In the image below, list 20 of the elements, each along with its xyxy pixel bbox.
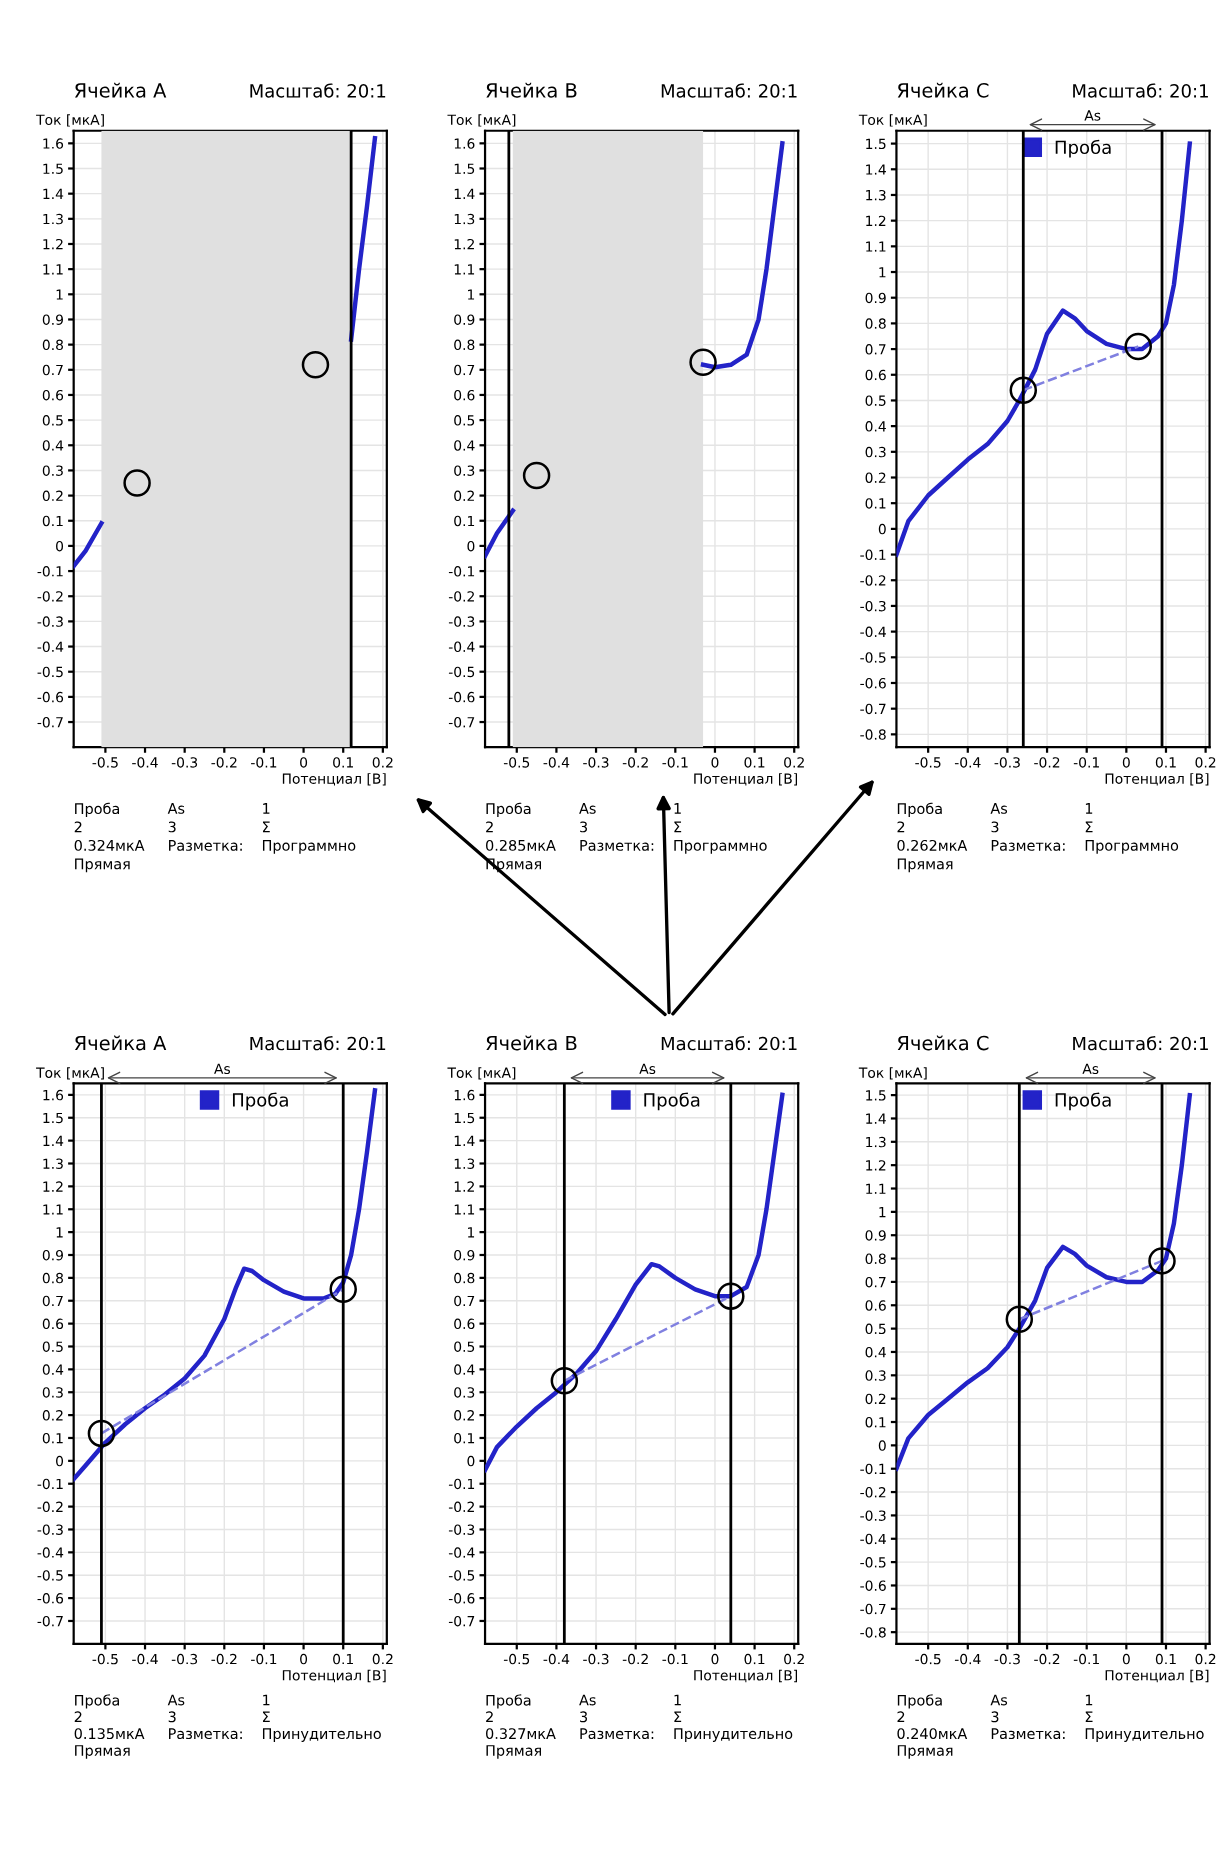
chart-subtitle: Масштаб: 20:1 [661,1036,797,1051]
chart-title: Ячейка A [74,1035,167,1051]
chart-title: Ячейка C [897,1035,989,1051]
legend-label: Проба [1055,139,1111,158]
line-series [896,141,1192,557]
line-series [73,1088,378,1482]
legend-label: Проба [1055,1092,1111,1111]
chart-subtitle: Масштаб: 20:1 [250,1036,386,1051]
chart-title: Ячейка A [74,82,167,98]
chart-subtitle: Масштаб: 20:1 [250,83,386,98]
chart-title: Ячейка B [486,82,577,98]
chart-title: Ячейка B [486,1035,577,1051]
line-series [896,1092,1192,1471]
legend-label: Проба [232,1092,288,1111]
chart-subtitle: Масштаб: 20:1 [1073,83,1208,98]
chart-subtitle: Масштаб: 20:1 [661,83,797,98]
chart-subtitle: Масштаб: 20:1 [1073,1036,1208,1051]
legend-label: Проба [644,1092,700,1111]
line-series [485,1092,785,1473]
chart-title: Ячейка C [897,82,989,98]
